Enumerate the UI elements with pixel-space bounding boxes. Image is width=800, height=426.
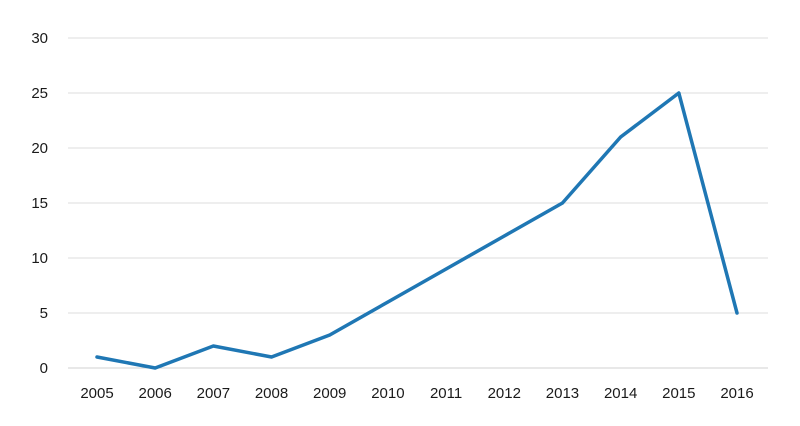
y-tick-label: 10 xyxy=(31,250,48,267)
x-tick-label: 2011 xyxy=(430,385,462,402)
data-point-2016 xyxy=(735,311,739,315)
data-point-2012 xyxy=(502,234,506,238)
x-tick-label: 2008 xyxy=(255,385,288,402)
y-tick-label: 20 xyxy=(31,140,48,157)
y-tick-label: 25 xyxy=(31,85,48,102)
y-tick-label: 0 xyxy=(40,360,48,377)
x-tick-label: 2010 xyxy=(371,385,404,402)
data-point-2007 xyxy=(211,344,215,348)
y-tick-label: 5 xyxy=(40,305,48,322)
x-tick-label: 2005 xyxy=(80,385,113,402)
x-tick-label: 2015 xyxy=(662,385,695,402)
data-point-2010 xyxy=(386,300,390,304)
series-line-0 xyxy=(95,91,739,370)
x-tick-label: 2016 xyxy=(720,385,753,402)
data-point-2014 xyxy=(619,135,623,139)
x-axis-tick-labels: 2005 2006 2007 2008 2009 2010 2011 2012 2013 2014… xyxy=(80,385,753,402)
y-tick-label: 30 xyxy=(31,30,48,47)
data-point-2013 xyxy=(560,201,564,205)
data-point-2008 xyxy=(270,355,274,359)
x-tick-label: 2006 xyxy=(138,385,171,402)
y-axis-tick-labels: 0 5 10 15 20 25 30 xyxy=(31,30,48,377)
data-point-2011 xyxy=(444,267,448,271)
data-point-2015 xyxy=(677,91,681,95)
data-point-2005 xyxy=(95,355,99,359)
x-tick-label: 2012 xyxy=(488,385,521,402)
x-tick-label: 2009 xyxy=(313,385,346,402)
x-tick-label: 2014 xyxy=(604,385,637,402)
data-point-2006 xyxy=(153,366,157,370)
y-tick-label: 15 xyxy=(31,195,48,212)
series-lines xyxy=(95,91,739,370)
y-gridlines xyxy=(68,37,768,369)
data-point-2009 xyxy=(328,333,332,337)
x-tick-label: 2013 xyxy=(546,385,579,402)
x-tick-label: 2007 xyxy=(197,385,230,402)
